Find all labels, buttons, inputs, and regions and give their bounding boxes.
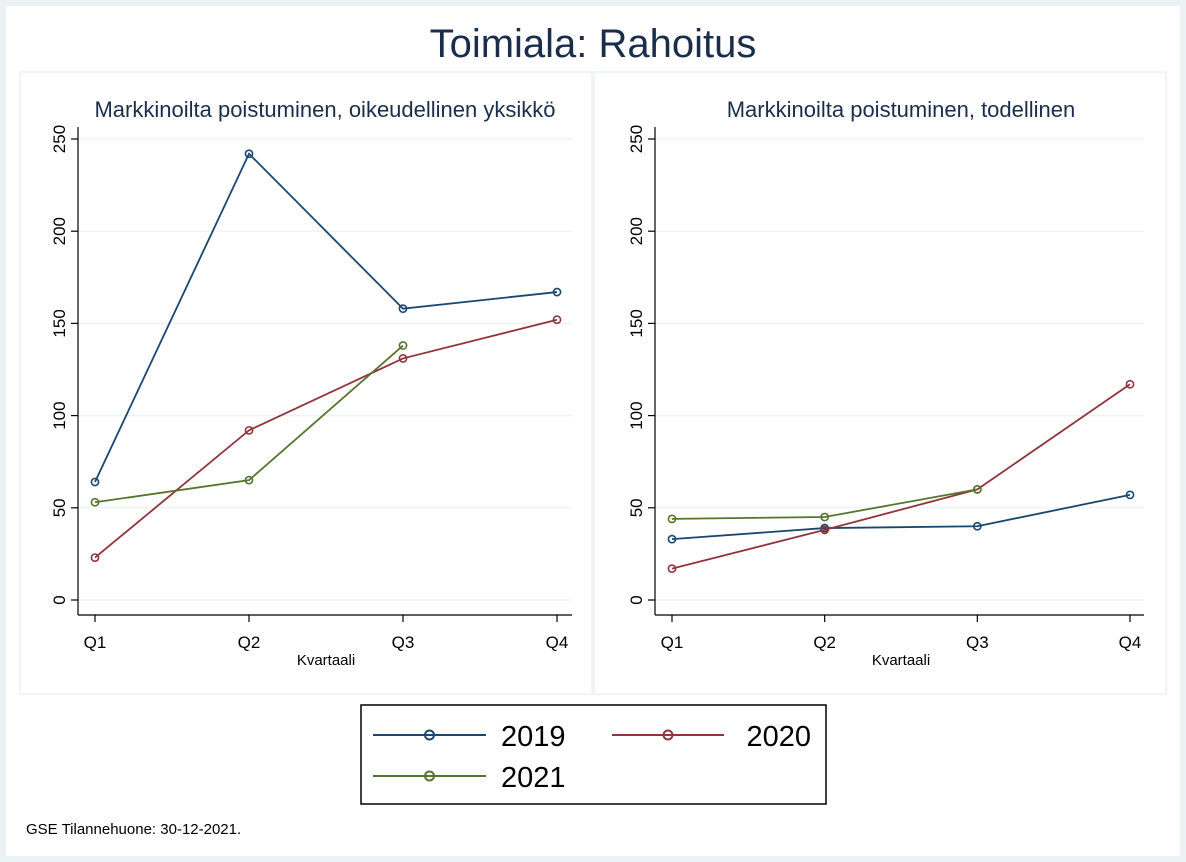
- series-line-2021: [671, 488, 978, 520]
- y-tick-label: 200: [627, 217, 646, 245]
- data-point-2019: [90, 477, 100, 487]
- y-tick-label: 100: [50, 401, 69, 429]
- legend-marker-2021: [424, 770, 435, 782]
- panel-background: [593, 71, 1167, 695]
- data-point-2021: [972, 484, 982, 494]
- x-tick-label: Q4: [546, 633, 569, 652]
- legend-marker-2020: [662, 729, 674, 741]
- data-point-2020: [820, 525, 830, 535]
- series-line-2019: [671, 494, 1131, 541]
- panel-subtitle: Markkinoilta poistuminen, todellinen: [727, 97, 1076, 122]
- data-point-2020: [244, 425, 254, 435]
- chart-title: Toimiala: Rahoitus: [430, 22, 757, 66]
- data-point-2019: [972, 521, 982, 531]
- data-point-2021: [820, 512, 830, 522]
- x-tick-label: Q1: [661, 633, 684, 652]
- data-point-2020: [552, 315, 562, 325]
- x-tick-label: Q2: [238, 633, 261, 652]
- x-tick-label: Q2: [813, 633, 836, 652]
- x-tick-label: Q3: [392, 633, 415, 652]
- y-tick-label: 50: [50, 498, 69, 517]
- series-line-2019: [94, 152, 558, 483]
- data-point-2019: [667, 534, 677, 544]
- data-point-2019: [398, 304, 408, 314]
- y-tick-label: 200: [50, 217, 69, 245]
- source-note: GSE Tilannehuone: 30-12-2021.: [26, 821, 241, 838]
- x-tick-label: Q1: [84, 633, 107, 652]
- data-point-2020: [398, 354, 408, 363]
- panel-background: [19, 71, 593, 695]
- data-point-2021: [244, 475, 254, 485]
- legend-label-2019: 2019: [501, 721, 566, 753]
- legend-box: [360, 704, 827, 805]
- x-tick-label: Q4: [1119, 633, 1142, 652]
- data-point-2020: [1125, 379, 1135, 389]
- data-point-2020: [667, 564, 677, 574]
- data-point-2021: [90, 497, 100, 507]
- y-tick-label: 50: [627, 498, 646, 517]
- legend-label-2020: 2020: [746, 721, 811, 753]
- series-line-2020: [94, 318, 558, 559]
- y-tick-label: 0: [50, 595, 69, 604]
- legend-label-2021: 2021: [501, 762, 566, 794]
- y-tick-label: 0: [627, 595, 646, 604]
- y-tick-label: 150: [627, 309, 646, 337]
- y-tick-label: 100: [627, 401, 646, 429]
- chart-panel-1: Markkinoilta poistuminen, oikeudellinen …: [19, 71, 593, 695]
- data-point-2019: [552, 287, 562, 297]
- chart-panel-2: Markkinoilta poistuminen, todellinen 0 50 1…: [593, 71, 1167, 695]
- series-line-2021: [94, 344, 404, 504]
- legend-marker-2019: [424, 729, 435, 741]
- data-point-2019: [1125, 490, 1135, 500]
- y-tick-label: 250: [50, 125, 69, 153]
- data-point-2021: [398, 341, 408, 350]
- legend: 2019 2020 2021: [360, 704, 827, 805]
- x-tick-label: Q3: [966, 633, 989, 652]
- panel-subtitle: Markkinoilta poistuminen, oikeudellinen …: [94, 97, 555, 122]
- y-tick-label: 150: [50, 309, 69, 337]
- y-tick-label: 250: [627, 125, 646, 153]
- data-point-2020: [90, 553, 100, 562]
- x-axis-title: Kvartaali: [297, 652, 355, 669]
- series-line-2020: [671, 383, 1131, 570]
- data-point-2019: [244, 149, 254, 159]
- x-axis-title: Kvartaali: [872, 652, 930, 669]
- data-point-2021: [667, 514, 677, 524]
